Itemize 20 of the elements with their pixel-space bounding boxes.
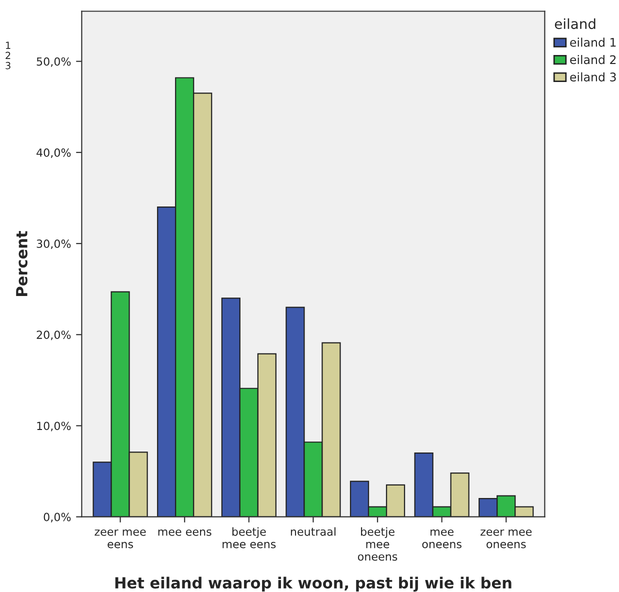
- x-tick-label: beetje mee oneens: [358, 527, 398, 561]
- y-tick-label: 0,0%: [44, 512, 71, 522]
- y-tick-label: 40,0%: [36, 148, 71, 158]
- x-tick-label: mee eens: [158, 529, 212, 536]
- legend-label: eiland 1: [570, 38, 616, 47]
- y-tick-label: 10,0%: [37, 422, 71, 432]
- legend-label: eiland 2: [570, 55, 616, 64]
- y-tick-label: 50,0%: [36, 57, 71, 67]
- legend-title: eiland: [554, 18, 596, 30]
- x-axis-title: Het eiland waarop ik woon, past bij wie ik ben: [115, 576, 512, 592]
- x-tick-label: beetje mee eens: [222, 527, 276, 548]
- x-tick-label: zeer mee eens: [94, 529, 146, 548]
- y-tick-label: 20,0%: [36, 330, 71, 340]
- y-tick-label: 30,0%: [36, 240, 71, 250]
- x-tick-label: neutraal: [290, 527, 336, 536]
- text: 1 2 3: [6, 42, 10, 70]
- x-tick-label: zeer mee oneens: [480, 529, 532, 548]
- legend-label: eiland 3: [570, 72, 616, 82]
- y-axis-title: Percent: [16, 231, 28, 296]
- x-tick-label: mee oneens: [422, 529, 462, 548]
